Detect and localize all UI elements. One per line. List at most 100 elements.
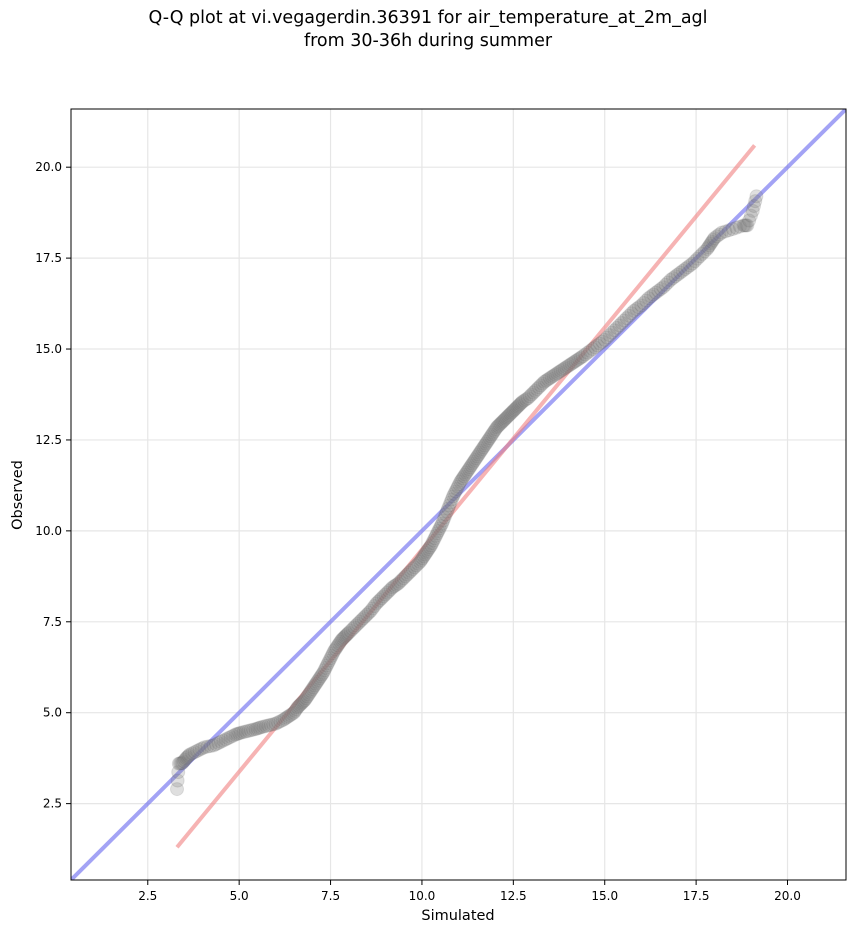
data-point-density <box>573 350 588 365</box>
data-point-density <box>383 582 398 597</box>
data-point-density <box>174 756 189 771</box>
data-point-density <box>310 674 325 689</box>
data-point-density <box>273 714 288 729</box>
data-point <box>641 291 656 306</box>
data-point <box>427 531 442 546</box>
data-point <box>486 425 501 440</box>
chart-title-line-2: from 30-36h during summer <box>303 31 553 51</box>
data-point-density <box>697 244 712 259</box>
data-point <box>707 231 722 246</box>
data-point-density <box>283 708 298 723</box>
y-tick-label: 17.5 <box>35 251 62 265</box>
data-point-density <box>461 462 476 477</box>
data-point <box>363 603 378 618</box>
data-point-density <box>702 238 717 253</box>
data-point-density <box>622 308 637 323</box>
data-point <box>736 218 751 233</box>
data-point-density <box>354 612 369 627</box>
data-point-density <box>365 601 380 616</box>
data-point <box>570 352 585 367</box>
data-point-density <box>216 733 231 748</box>
data-point-density <box>277 711 292 726</box>
data-point <box>369 596 384 611</box>
data-point-density <box>658 277 673 292</box>
data-point-density <box>300 689 315 704</box>
data-point <box>319 658 334 673</box>
data-point <box>670 267 685 282</box>
data-point <box>471 447 486 462</box>
data-point-density <box>306 680 321 695</box>
data-point <box>508 402 523 417</box>
data-point-density <box>176 754 191 769</box>
data-point-density <box>336 630 351 645</box>
x-tick-label: 7.5 <box>321 889 340 903</box>
data-point-density <box>541 372 556 387</box>
data-point-density <box>466 454 481 469</box>
data-point-density <box>279 710 294 725</box>
data-point <box>497 412 512 427</box>
data-point-density <box>192 742 207 757</box>
data-point-density <box>417 547 432 562</box>
data-point-density <box>367 599 382 614</box>
y-axis-label: Observed <box>10 460 26 530</box>
data-point-density <box>673 265 688 280</box>
data-point-density <box>419 545 434 560</box>
data-point-density <box>372 592 387 607</box>
y-tick-label: 2.5 <box>43 797 62 811</box>
data-point-density <box>470 449 485 464</box>
data-point-density <box>328 642 343 657</box>
data-point-density <box>243 723 258 738</box>
data-point <box>504 405 519 420</box>
x-tick-label: 12.5 <box>500 889 527 903</box>
data-point <box>327 643 342 658</box>
data-point-density <box>394 572 409 587</box>
data-point <box>648 285 663 300</box>
data-point <box>515 394 530 409</box>
data-point <box>619 311 634 326</box>
data-point <box>714 225 729 240</box>
data-point-density <box>439 504 454 519</box>
data-point-density <box>494 415 509 430</box>
y-tick-label: 10.0 <box>35 524 62 538</box>
data-point <box>745 203 760 218</box>
data-point <box>241 723 256 738</box>
data-point <box>464 458 479 473</box>
data-point-density <box>177 752 192 767</box>
data-point-density <box>246 722 261 737</box>
data-point <box>725 222 740 237</box>
data-point <box>323 651 338 666</box>
data-point <box>526 385 541 400</box>
data-point <box>338 629 353 644</box>
data-points <box>170 189 764 797</box>
data-point <box>374 591 389 606</box>
data-point-density <box>636 295 651 310</box>
data-point-density <box>302 685 317 700</box>
data-point-density <box>477 438 492 453</box>
data-point-density <box>325 646 340 661</box>
data-point <box>520 391 535 406</box>
data-point <box>467 452 482 467</box>
data-point <box>261 718 276 733</box>
data-point-density <box>595 334 610 349</box>
data-point <box>553 363 568 378</box>
data-point-density <box>211 736 226 751</box>
data-point-density <box>485 427 500 442</box>
data-point <box>559 360 574 375</box>
data-point <box>685 256 700 271</box>
data-point-density <box>706 232 721 247</box>
data-point-density <box>491 419 506 434</box>
data-point-density <box>524 387 539 402</box>
data-point-density <box>737 218 752 233</box>
data-point <box>700 242 715 257</box>
data-point-density <box>360 607 375 622</box>
data-point-density <box>743 208 758 223</box>
x-axis-label: Simulated <box>421 908 494 924</box>
data-point <box>286 705 301 720</box>
data-point-density <box>256 719 271 734</box>
data-point-density <box>400 567 415 582</box>
x-tick-label: 2.5 <box>138 889 157 903</box>
data-point-density <box>533 378 548 393</box>
data-point-density <box>546 368 561 383</box>
data-point-density <box>530 382 545 397</box>
data-point-density <box>311 672 326 687</box>
